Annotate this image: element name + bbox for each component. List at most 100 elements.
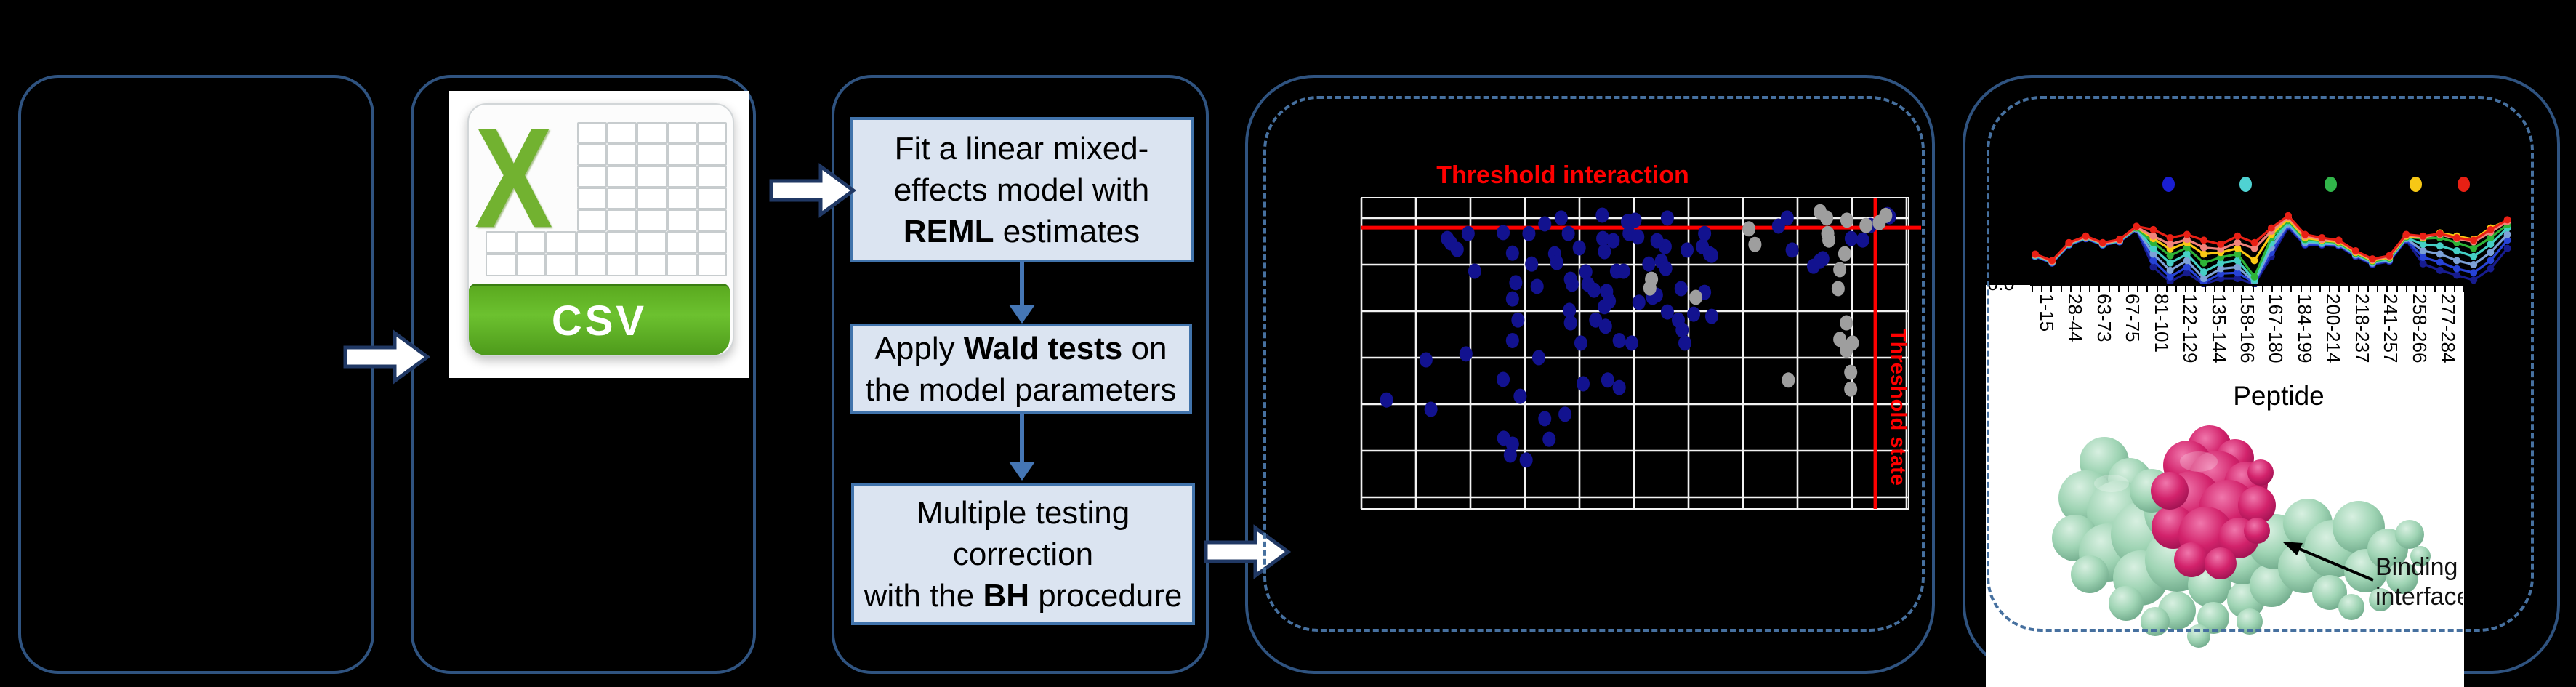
flow-step-wald-tests: Apply Wald tests on the model parameters (850, 324, 1192, 414)
spreadsheet-cell (607, 209, 637, 231)
spreadsheet-cell (667, 231, 697, 254)
axis-tick (2117, 285, 2120, 292)
spreadsheet-cell (696, 254, 727, 276)
axis-tick (2463, 285, 2465, 292)
x-axis-title: Peptide (2233, 381, 2325, 411)
axis-tick (2309, 285, 2311, 292)
csv-banner-label: CSV (551, 297, 648, 345)
peptide-tick-label: 81-101 (2150, 294, 2173, 353)
axis-tick (2425, 285, 2427, 292)
spreadsheet-cell (606, 254, 637, 276)
empty-input-panel (18, 75, 374, 674)
spreadsheet-cell (577, 122, 608, 144)
spreadsheet-cell (515, 254, 546, 276)
axis-tick (2089, 285, 2091, 292)
axis-tick (2146, 285, 2149, 292)
protein-structure-image (2052, 425, 2431, 648)
down-arrow-2 (1009, 413, 1035, 481)
flow-step-multiple-testing: Multiple testing correction with the BH … (851, 483, 1195, 625)
scatter-title: Threshold interaction (1436, 161, 1689, 189)
spreadsheet-cell (486, 254, 516, 276)
spreadsheet-grid-lower (486, 231, 727, 276)
axis-tick (2032, 285, 2033, 292)
spreadsheet-cell (607, 144, 637, 166)
scatter-vline-label: Threshold state (1886, 329, 1909, 486)
spreadsheet-cell (667, 144, 697, 166)
peptide-tick-label: 63-73 (2093, 294, 2115, 342)
spreadsheet-cell (667, 188, 697, 209)
legend-dot-1 (2239, 177, 2252, 192)
right-block-arrow-2 (769, 163, 856, 218)
axis-tick (2175, 285, 2177, 292)
flow-step-fit-model: Fit a linear mixed- effects model with R… (850, 117, 1194, 262)
axis-tick (2415, 285, 2417, 292)
right-block-arrow-3 (1204, 524, 1291, 579)
flow-step-3-line-2: correction (952, 537, 1094, 572)
spreadsheet-cell (696, 209, 727, 231)
y-axis-stub (2030, 273, 2032, 286)
spreadsheet-cell (577, 209, 608, 231)
axis-tick (2377, 285, 2379, 292)
axis-tick (2261, 285, 2263, 292)
axis-tick (2185, 285, 2187, 292)
axis-tick (2319, 285, 2321, 292)
flow-step-3-line-3: with the BH procedure (864, 578, 1183, 614)
spreadsheet-cell (667, 254, 697, 276)
spreadsheet-cell (637, 122, 667, 144)
spreadsheet-cell (637, 209, 667, 231)
spreadsheet-cell (667, 166, 697, 188)
axis-tick (2396, 285, 2398, 292)
axis-tick (2300, 285, 2302, 292)
spreadsheet-cell (637, 188, 667, 209)
flow-step-1-line-3: REML estimates (903, 213, 1140, 249)
statistics-workflow-panel (832, 75, 1209, 674)
axis-tick (2128, 285, 2129, 292)
axis-tick (2252, 285, 2254, 292)
axis-tick (2194, 285, 2197, 292)
spreadsheet-cell (696, 231, 727, 254)
axis-tick (2204, 285, 2206, 292)
binding-interface-label: Binding interface (2375, 553, 2463, 611)
legend-dot-0 (2162, 177, 2175, 192)
axis-tick (2069, 285, 2072, 292)
peptide-tick-label: 167-180 (2265, 294, 2287, 363)
spreadsheet-cell (515, 231, 546, 254)
axis-tick (2223, 285, 2225, 292)
peptide-tick-label: 200-214 (2322, 294, 2345, 363)
spreadsheet-cell (637, 144, 667, 166)
spreadsheet-grid-upper (577, 122, 727, 231)
axis-tick (2108, 285, 2110, 292)
spreadsheet-cell (696, 144, 727, 166)
bound-peptide-magenta (2151, 425, 2276, 579)
spreadsheet-cell (546, 231, 576, 254)
spreadsheet-cell (576, 254, 606, 276)
spreadsheet-cell (486, 231, 516, 254)
peptide-tick-label: 158-166 (2237, 294, 2258, 363)
axis-tick (2281, 285, 2283, 292)
spreadsheet-cell (636, 231, 667, 254)
axis-tick (2242, 285, 2245, 292)
axis-tick (2329, 285, 2331, 292)
binding-interface-arrow (2282, 542, 2374, 582)
legend-dot-4 (2458, 177, 2470, 192)
spreadsheet-cell (607, 188, 637, 209)
spreadsheet-cell (546, 254, 576, 276)
legend-dot-2 (2325, 177, 2337, 192)
spreadsheet-cell (667, 122, 697, 144)
peptide-tick-label: 122-129 (2179, 294, 2202, 363)
excel-x-letter: X (475, 98, 553, 257)
axis-tick (2156, 285, 2158, 292)
spreadsheet-cell (607, 166, 637, 188)
peptide-tick-label: 218-237 (2351, 294, 2373, 363)
axis-tick (2405, 285, 2407, 292)
axis-tick (2348, 285, 2350, 292)
threshold-plot-panel (1245, 75, 1935, 674)
spreadsheet-cell (577, 188, 608, 209)
right-block-arrow-1 (343, 329, 430, 385)
axis-tick (2080, 285, 2081, 292)
spreadsheet-cell (576, 231, 606, 254)
axis-tick (2290, 285, 2293, 292)
axis-tick (2453, 285, 2455, 292)
flow-step-1-line-2: effects model with (893, 172, 1150, 208)
